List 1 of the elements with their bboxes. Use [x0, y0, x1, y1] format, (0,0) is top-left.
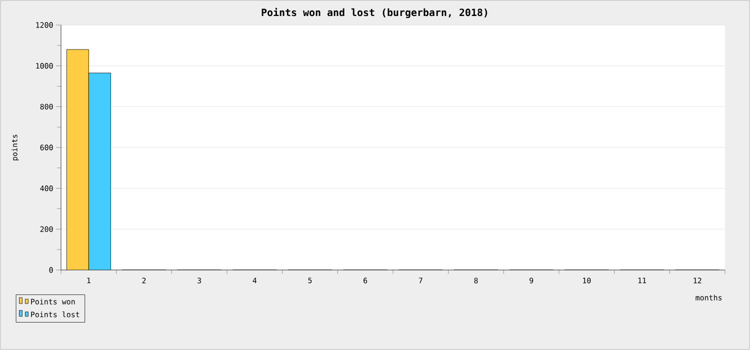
chart-title: Points won and lost (burgerbarn, 2018): [262, 8, 488, 18]
